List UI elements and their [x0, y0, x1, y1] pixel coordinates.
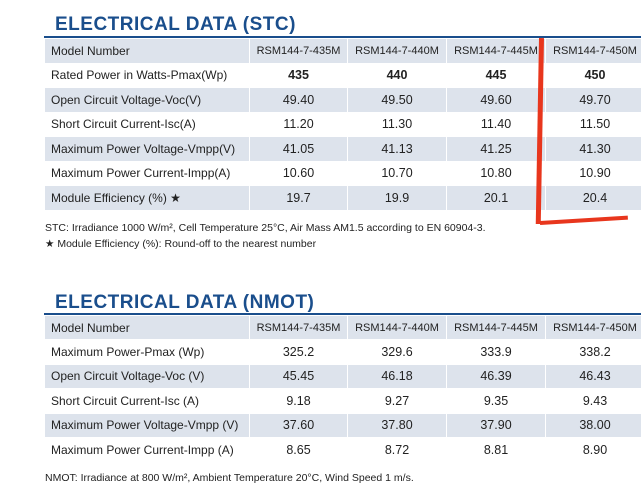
header-cell: RSM144-7-445M [446, 314, 546, 341]
table-cell: 8.90 [545, 436, 641, 463]
table-row: Maximum Power Current-Impp(A) 10.60 10.7… [44, 160, 641, 186]
table-cell: 37.90 [446, 412, 546, 438]
table-row: Short Circuit Current-Isc(A) 11.20 11.30… [44, 111, 641, 137]
table-cell: 11.50 [545, 111, 641, 137]
header-cell: Model Number [44, 38, 250, 64]
table-cell: 9.35 [446, 388, 546, 414]
nmot-title-rule [44, 313, 641, 315]
table-row: Maximum Power Voltage-Vmpp(V) 41.05 41.1… [44, 136, 641, 162]
table-cell: 450 [545, 62, 641, 88]
table-cell: 9.18 [249, 388, 348, 414]
row-label: Maximum Power Voltage-Vmpp(V) [44, 136, 250, 162]
row-label: Rated Power in Watts-Pmax(Wp) [44, 62, 250, 88]
row-label: Maximum Power Voltage-Vmpp (V) [44, 412, 250, 438]
table-cell: 20.4 [545, 185, 641, 211]
table-cell: 10.80 [446, 160, 546, 186]
table-cell: 45.45 [249, 363, 348, 390]
table-row: Open Circuit Voltage-Voc (V) 45.45 46.18… [44, 363, 641, 390]
table-cell: 41.25 [446, 136, 546, 162]
table-cell: 46.18 [347, 363, 447, 390]
table-cell: 37.60 [249, 412, 348, 438]
table-cell: 8.65 [249, 436, 348, 463]
table-cell: 37.80 [347, 412, 447, 438]
row-label: Short Circuit Current-Isc(A) [44, 111, 250, 137]
table-cell: 10.90 [545, 160, 641, 186]
table-cell: 46.43 [545, 363, 641, 390]
table-cell: 20.1 [446, 185, 546, 211]
table-row: Maximum Power-Pmax (Wp) 325.2 329.6 333.… [44, 339, 641, 365]
table-cell: 10.70 [347, 160, 447, 186]
header-cell: Model Number [44, 314, 250, 341]
table-cell: 46.39 [446, 363, 546, 390]
stc-title-rule [44, 36, 641, 38]
table-cell: 338.2 [545, 339, 641, 365]
table-row: Short Circuit Current-Isc (A) 9.18 9.27 … [44, 388, 641, 414]
stc-table: Model Number RSM144-7-435M RSM144-7-440M… [44, 38, 641, 211]
table-cell: 11.30 [347, 111, 447, 137]
table-cell: 49.40 [249, 87, 348, 113]
table-cell: 333.9 [446, 339, 546, 365]
table-cell: 41.05 [249, 136, 348, 162]
nmot-section-title: ELECTRICAL DATA (NMOT) [55, 292, 315, 313]
table-cell: 49.50 [347, 87, 447, 113]
efficiency-footnote: ★ Module Efficiency (%): Round-off to th… [45, 238, 317, 250]
table-cell: 19.9 [347, 185, 447, 211]
table-row: Open Circuit Voltage-Voc(V) 49.40 49.50 … [44, 87, 641, 113]
table-cell: 8.81 [446, 436, 546, 463]
table-cell: 9.43 [545, 388, 641, 414]
table-cell: 329.6 [347, 339, 447, 365]
nmot-table: Model Number RSM144-7-435M RSM144-7-440M… [44, 314, 641, 463]
table-cell: 445 [446, 62, 546, 88]
header-cell: RSM144-7-435M [249, 38, 348, 64]
row-label: Open Circuit Voltage-Voc (V) [44, 363, 250, 390]
header-cell: RSM144-7-440M [347, 314, 447, 341]
table-cell: 49.70 [545, 87, 641, 113]
table-cell: 11.40 [446, 111, 546, 137]
table-cell: 435 [249, 62, 348, 88]
table-row: Maximum Power Voltage-Vmpp (V) 37.60 37.… [44, 412, 641, 438]
header-cell: RSM144-7-450M [545, 314, 641, 341]
row-label: Short Circuit Current-Isc (A) [44, 388, 250, 414]
table-cell: 9.27 [347, 388, 447, 414]
row-label: Open Circuit Voltage-Voc(V) [44, 87, 250, 113]
red-annotation-horizontal-line [539, 215, 628, 225]
nmot-footnote: NMOT: Irradiance at 800 W/m², Ambient Te… [45, 472, 414, 484]
row-label: Module Efficiency (%) ★ [44, 185, 250, 211]
table-cell: 440 [347, 62, 447, 88]
table-row: Rated Power in Watts-Pmax(Wp) 435 440 44… [44, 62, 641, 88]
table-header-row: Model Number RSM144-7-435M RSM144-7-440M… [44, 314, 641, 341]
header-cell: RSM144-7-440M [347, 38, 447, 64]
row-label: Maximum Power Current-Impp (A) [44, 436, 250, 463]
table-cell: 49.60 [446, 87, 546, 113]
table-header-row: Model Number RSM144-7-435M RSM144-7-440M… [44, 38, 641, 64]
row-label: Maximum Power Current-Impp(A) [44, 160, 250, 186]
table-row: Maximum Power Current-Impp (A) 8.65 8.72… [44, 436, 641, 463]
table-cell: 41.13 [347, 136, 447, 162]
table-row: Module Efficiency (%) ★ 19.7 19.9 20.1 2… [44, 185, 641, 211]
stc-footnote: STC: Irradiance 1000 W/m², Cell Temperat… [45, 222, 486, 234]
stc-section-title: ELECTRICAL DATA (STC) [55, 14, 296, 35]
table-cell: 10.60 [249, 160, 348, 186]
header-cell: RSM144-7-435M [249, 314, 348, 341]
row-label: Maximum Power-Pmax (Wp) [44, 339, 250, 365]
table-cell: 11.20 [249, 111, 348, 137]
header-cell: RSM144-7-450M [545, 38, 641, 64]
header-cell: RSM144-7-445M [446, 38, 546, 64]
table-cell: 325.2 [249, 339, 348, 365]
table-cell: 38.00 [545, 412, 641, 438]
table-cell: 8.72 [347, 436, 447, 463]
table-cell: 19.7 [249, 185, 348, 211]
table-cell: 41.30 [545, 136, 641, 162]
